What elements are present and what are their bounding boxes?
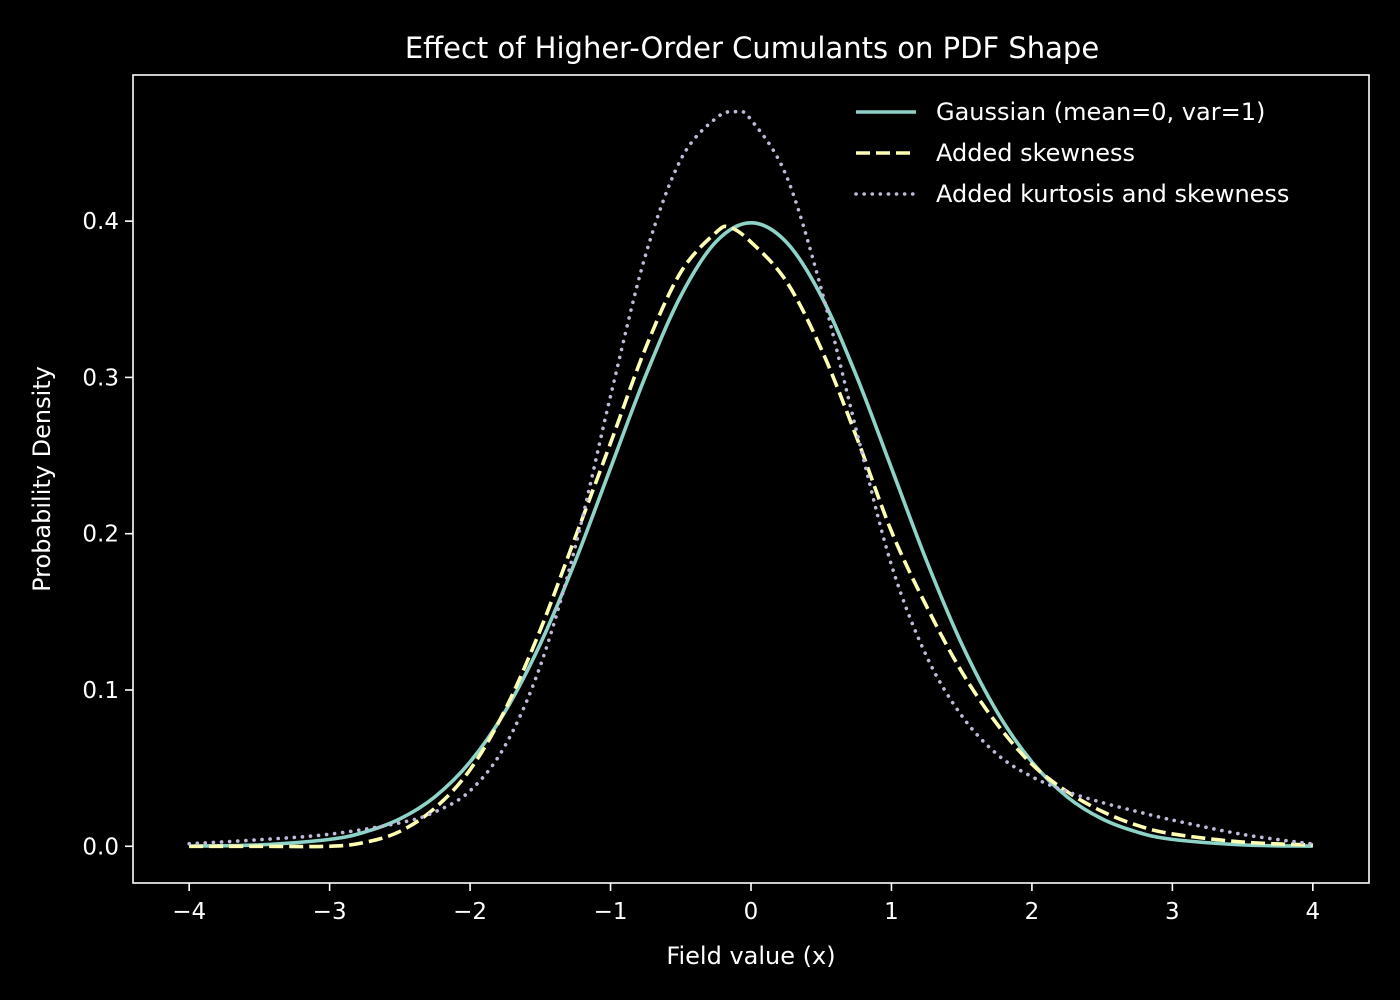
series-line-gaussian (189, 221, 1313, 848)
y-axis: 0.0 0.1 0.2 0.3 0.4 (82, 209, 133, 860)
legend-label-gaussian: Gaussian (mean=0, var=1) (936, 98, 1265, 126)
y-tick-label: 0.1 (82, 678, 119, 704)
series-line-kurtosis-skewness (187, 109, 1315, 846)
series-layer (187, 109, 1315, 849)
y-tick-label: 0.0 (82, 834, 119, 860)
y-tick-label: 0.2 (82, 522, 119, 548)
x-tick-label: 2 (1025, 899, 1040, 925)
x-tick-label: 1 (884, 899, 899, 925)
series-line-skewness (189, 224, 1313, 849)
x-axis-label: Field value (x) (666, 942, 835, 970)
legend-label-kurtosis-skewness: Added kurtosis and skewness (936, 180, 1289, 208)
x-tick-label: −1 (594, 899, 628, 925)
legend-label-skewness: Added skewness (936, 139, 1135, 167)
y-tick-label: 0.3 (82, 365, 119, 391)
x-tick-label: −3 (313, 899, 347, 925)
legend: Gaussian (mean=0, var=1) Added skewness Ad… (854, 98, 1289, 208)
x-tick-label: 0 (744, 899, 759, 925)
x-tick-label: −2 (453, 899, 487, 925)
x-tick-label: −4 (172, 899, 206, 925)
x-tick-label: 4 (1305, 899, 1320, 925)
chart-title: Effect of Higher-Order Cumulants on PDF … (405, 31, 1099, 65)
x-axis: −4 −3 −2 −1 0 1 2 3 4 (172, 883, 1320, 925)
y-axis-label: Probability Density (28, 366, 56, 592)
x-tick-label: 3 (1165, 899, 1180, 925)
y-tick-label: 0.4 (82, 209, 119, 235)
